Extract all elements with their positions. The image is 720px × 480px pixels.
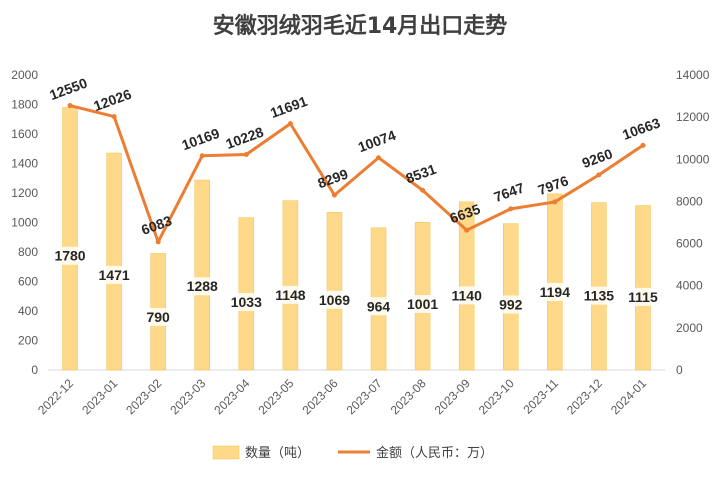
x-tick-label: 2023-08 [388, 376, 429, 417]
y-right-tick-label: 2000 [676, 321, 703, 335]
bar-value-label: 1140 [451, 287, 482, 303]
line-value-label: 10169 [180, 125, 222, 153]
bar-label-bg [359, 297, 398, 316]
bar-value-label: 1148 [275, 287, 306, 303]
x-tick-label: 2023-03 [167, 376, 208, 417]
line-value-label: 7647 [492, 179, 527, 205]
y-right-tick-label: 8000 [676, 194, 703, 208]
x-tick-label: 2023-01 [79, 376, 120, 417]
bar [591, 202, 607, 371]
line-value-label: 11691 [268, 93, 310, 121]
bar [458, 201, 475, 371]
x-tick-label: 2023-09 [432, 376, 473, 417]
x-tick-label: 2023-02 [123, 376, 164, 417]
line-point [287, 121, 293, 127]
line-point [596, 172, 602, 178]
legend-bar-swatch [212, 445, 240, 460]
bar-label-bg [623, 287, 662, 306]
chart-title: 安徽羽绒羽毛近14月出口走势 [212, 14, 508, 39]
x-tick-label: 2022-12 [35, 376, 76, 417]
legend-line-label: 金额（人民币：万） [376, 445, 493, 461]
y-right-tick-label: 4000 [676, 279, 703, 293]
x-tick-label: 2024-01 [608, 376, 649, 417]
line-point [67, 103, 73, 109]
legend-bar-label: 数量（吨） [245, 446, 310, 461]
bar-label-bg [315, 290, 354, 309]
y-left-tick-label: 800 [18, 245, 38, 259]
x-tick-label: 2023-10 [476, 376, 517, 417]
bar-label-bg [95, 265, 134, 284]
bar-label-bg [139, 308, 178, 327]
bar-value-label: 992 [499, 297, 523, 313]
bar-label-bg [227, 293, 266, 312]
y-right-tick-label: 0 [676, 363, 683, 377]
bar [547, 193, 563, 371]
line-series [69, 104, 644, 244]
bar-label-bg [183, 277, 222, 296]
x-tick-label: 2023-06 [300, 376, 341, 417]
bar-label-bg [271, 285, 310, 304]
bar [194, 179, 210, 371]
line-value-label: 12026 [91, 86, 133, 114]
y-left-tick-label: 600 [18, 275, 38, 289]
x-tick-label: 2023-04 [211, 376, 252, 417]
x-tick-label: 2023-12 [564, 376, 605, 417]
line-point [640, 142, 646, 148]
bar-value-label: 1069 [319, 292, 350, 308]
bar-label-bg [403, 294, 442, 313]
x-tick-label: 2023-07 [344, 376, 385, 417]
line-point [155, 239, 161, 245]
line-point [243, 151, 249, 157]
y-left-tick-label: 400 [18, 304, 38, 318]
bar-label-bg [447, 286, 486, 305]
y-right-tick-label: 10000 [676, 152, 710, 166]
line-point [331, 192, 337, 198]
bar-value-label: 1288 [187, 278, 218, 294]
bar-value-label: 1471 [99, 267, 130, 283]
y-left-tick-label: 1000 [11, 216, 38, 230]
bar-value-label: 964 [367, 298, 391, 314]
bar-label-bg [579, 286, 618, 305]
line-point [464, 227, 470, 233]
bar [635, 205, 651, 371]
bar-label-bg [491, 295, 530, 314]
bar-value-label: 1780 [54, 248, 85, 264]
line-value-label: 10074 [356, 127, 398, 155]
bar [282, 200, 299, 371]
y-right-tick-label: 12000 [676, 110, 710, 124]
line-value-label: 10228 [224, 124, 266, 152]
y-left-tick-label: 2000 [11, 68, 38, 82]
bar-value-label: 790 [146, 309, 170, 325]
line-point [199, 153, 205, 159]
bar-value-label: 1033 [231, 294, 262, 310]
y-left-tick-label: 1400 [11, 157, 38, 171]
line-point [420, 187, 426, 193]
line-value-label: 8531 [404, 161, 439, 187]
x-tick-label: 2023-11 [521, 376, 562, 417]
y-left-tick-label: 1600 [11, 127, 38, 141]
line-point [111, 114, 117, 120]
bar-value-label: 1135 [584, 288, 615, 304]
bar-label-bg [51, 246, 90, 265]
y-left-tick-label: 1200 [11, 186, 38, 200]
y-right-tick-label: 14000 [676, 68, 710, 82]
line-point [552, 199, 558, 205]
bar-value-label: 1115 [628, 289, 658, 305]
y-left-tick-label: 0 [31, 363, 38, 377]
y-right-tick-label: 6000 [676, 237, 703, 251]
bar [106, 152, 122, 371]
line-point [508, 206, 514, 212]
bar-value-label: 1194 [540, 284, 571, 300]
bar-value-label: 1001 [407, 296, 438, 312]
line-point [376, 155, 382, 161]
y-left-tick-label: 1800 [11, 98, 38, 112]
line-value-label: 12550 [47, 75, 89, 103]
bar [62, 107, 78, 371]
y-left-tick-label: 200 [18, 334, 38, 348]
x-tick-label: 2023-05 [255, 376, 296, 417]
bar-label-bg [535, 283, 574, 302]
line-value-label: 10663 [620, 114, 662, 142]
